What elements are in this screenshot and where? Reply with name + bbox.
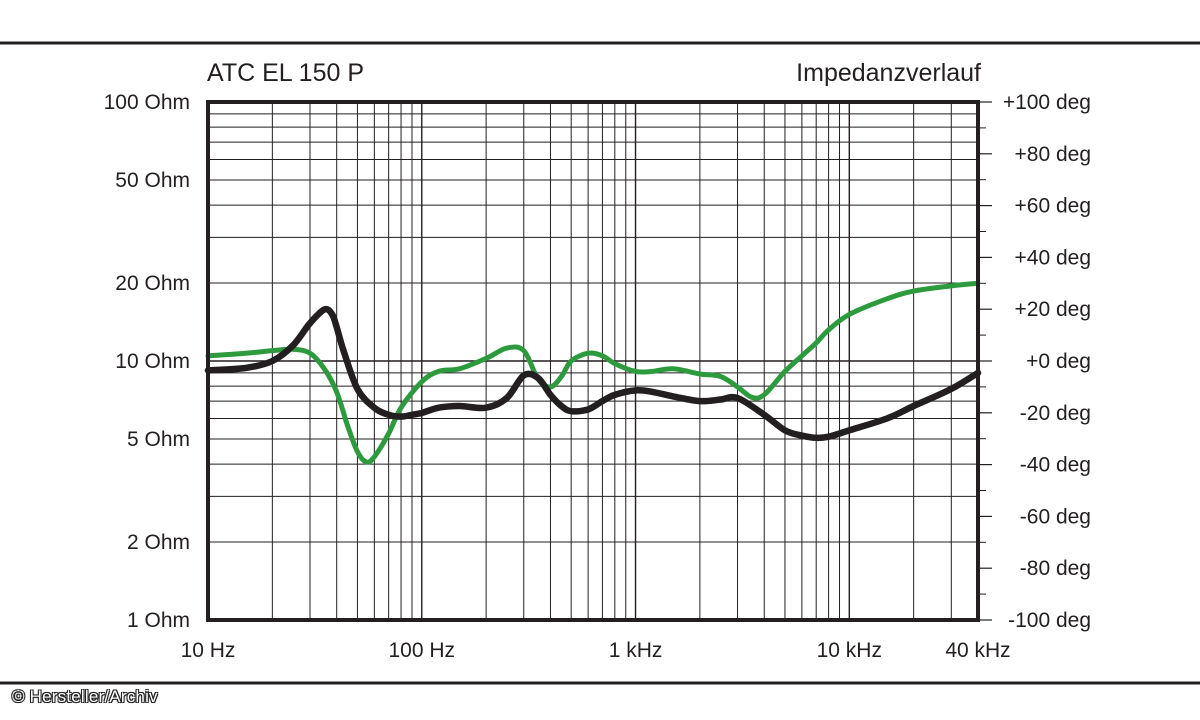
right-axis-tick-label: -60 deg xyxy=(1020,505,1091,528)
left-axis-tick-label: 2 Ohm xyxy=(127,531,190,554)
image-credit: © Hersteller/Archiv xyxy=(12,687,158,706)
x-axis-tick-label: 1 kHz xyxy=(609,639,663,662)
x-axis-ticks: 10 Hz 100 Hz 1 kHz 10 kHz 40 kHz xyxy=(181,639,1011,662)
impedance-curve xyxy=(204,305,982,442)
x-axis-tick-label: 40 kHz xyxy=(945,639,1010,662)
right-axis-tick-label: -80 deg xyxy=(1020,557,1091,580)
right-axis-tick-label: +20 deg xyxy=(1015,298,1092,321)
chart-title: ATC EL 150 P xyxy=(207,59,364,87)
x-axis-tick-label: 10 Hz xyxy=(181,639,236,662)
right-axis-tick-label: +40 deg xyxy=(1015,246,1092,269)
x-axis-tick-label: 100 Hz xyxy=(388,639,455,662)
right-axis-tick-label: -40 deg xyxy=(1020,454,1091,477)
x-axis-tick-label: 10 kHz xyxy=(817,639,882,662)
right-axis-tick-label: -20 deg xyxy=(1020,402,1091,425)
left-axis-tick-label: 50 Ohm xyxy=(115,169,190,192)
left-axis-tick-label: 20 Ohm xyxy=(115,272,190,295)
phase-curve xyxy=(205,280,981,465)
left-axis-tick-label: 10 Ohm xyxy=(115,350,190,373)
left-axis-ticks: 100 Ohm 50 Ohm 20 Ohm 10 Ohm 5 Ohm 2 Ohm 1 Ohm xyxy=(104,91,190,632)
right-axis-tick-label: +100 deg xyxy=(1003,91,1091,114)
left-axis-tick-label: 1 Ohm xyxy=(127,609,190,632)
right-axis-tick-label: -100 deg xyxy=(1008,609,1091,632)
right-axis-tick-label: +80 deg xyxy=(1015,143,1092,166)
plot-frame xyxy=(206,100,980,622)
right-axis-tick-label: +0 deg xyxy=(1026,350,1091,373)
left-axis-tick-label: 5 Ohm xyxy=(127,428,190,451)
series xyxy=(204,280,982,465)
right-axis-tick-label: +60 deg xyxy=(1015,195,1092,218)
right-axis-ticks: +100 deg +80 deg +60 deg +40 deg +20 deg +0 d… xyxy=(978,91,1091,632)
left-axis-tick-label: 100 Ohm xyxy=(104,91,190,114)
chart-subtitle: Impedanzverlauf xyxy=(796,59,981,87)
grid xyxy=(207,102,979,620)
